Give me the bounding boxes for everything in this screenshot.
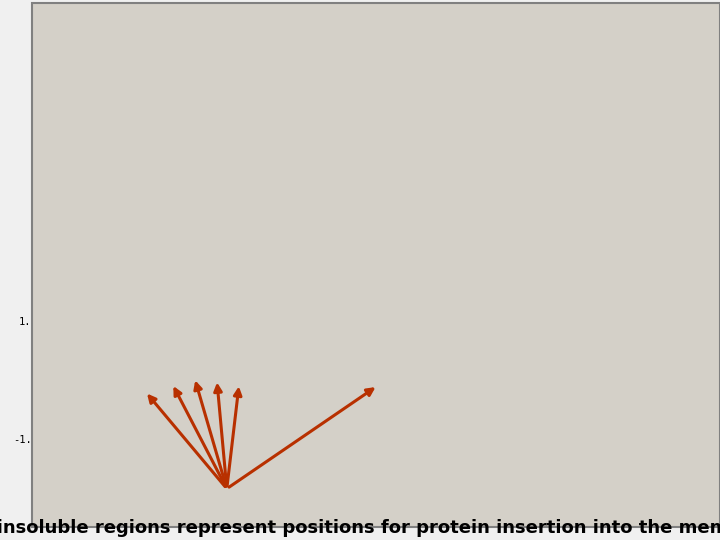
Text: Scale: Kyte and Doolittle (1982): Scale: Kyte and Doolittle (1982) <box>72 202 271 212</box>
Text: Mean Hydropathy = -0.136: Mean Hydropathy = -0.136 <box>72 174 234 185</box>
Bar <box>569 506 693 526</box>
Text: Ldr: Ldr <box>139 51 155 60</box>
Text: ■: ■ <box>74 72 78 80</box>
Text: _: _ <box>631 19 636 28</box>
Text: _ile: _ile <box>67 51 89 60</box>
Text: □: □ <box>100 72 105 80</box>
Text: %: % <box>283 72 288 80</box>
Text: □: □ <box>361 72 366 80</box>
Text: Highly insoluble regions represent positions for protein insertion into the memb: Highly insoluble regions represent posit… <box>0 519 720 537</box>
FancyBboxPatch shape <box>274 68 297 84</box>
FancyBboxPatch shape <box>621 8 644 41</box>
FancyBboxPatch shape <box>248 68 271 84</box>
FancyBboxPatch shape <box>300 68 323 84</box>
FancyBboxPatch shape <box>144 68 166 84</box>
Text: □: □ <box>48 72 53 80</box>
FancyBboxPatch shape <box>222 68 245 84</box>
Text: □: □ <box>179 72 183 80</box>
Text: _: _ <box>652 51 657 60</box>
Text: □: □ <box>654 19 660 28</box>
FancyBboxPatch shape <box>327 68 349 84</box>
Text: □: □ <box>336 72 340 80</box>
Text: ▼: ▼ <box>675 458 683 468</box>
FancyBboxPatch shape <box>353 68 376 84</box>
Text: X: X <box>680 19 685 28</box>
Text: ■: ■ <box>310 72 314 80</box>
FancyBboxPatch shape <box>117 68 140 84</box>
FancyBboxPatch shape <box>644 8 667 41</box>
FancyBboxPatch shape <box>66 68 88 84</box>
Text: Position: 309: Position: 309 <box>40 512 109 521</box>
FancyBboxPatch shape <box>91 68 114 84</box>
Text: ∼∼: ∼∼ <box>40 51 55 60</box>
Text: Help: Help <box>428 51 449 60</box>
FancyBboxPatch shape <box>379 68 402 84</box>
Text: X: X <box>680 51 685 60</box>
Text: Analyze: Analyze <box>211 51 249 60</box>
Text: Options: Options <box>284 51 321 60</box>
Text: □: □ <box>153 72 157 80</box>
Text: WinPep  [Hydropathy Plot of residues 1 716 of CNGCI]: WinPep [Hydropathy Plot of residues 1 71… <box>46 19 345 28</box>
Text: ▲: ▲ <box>675 96 683 106</box>
Bar <box>32 506 410 526</box>
Bar <box>670 106 688 133</box>
Text: W = 19: W = 19 <box>72 230 112 240</box>
FancyBboxPatch shape <box>170 68 193 84</box>
FancyBboxPatch shape <box>670 8 692 41</box>
Text: ■: ■ <box>414 72 418 80</box>
FancyBboxPatch shape <box>196 68 219 84</box>
FancyBboxPatch shape <box>40 68 62 84</box>
Text: B: B <box>257 72 261 80</box>
FancyBboxPatch shape <box>405 68 428 84</box>
X-axis label: Residue Number: Residue Number <box>311 502 405 511</box>
Text: NUM: NUM <box>623 512 639 521</box>
Text: ■: ■ <box>204 72 210 80</box>
Text: Window: Window <box>356 51 388 60</box>
